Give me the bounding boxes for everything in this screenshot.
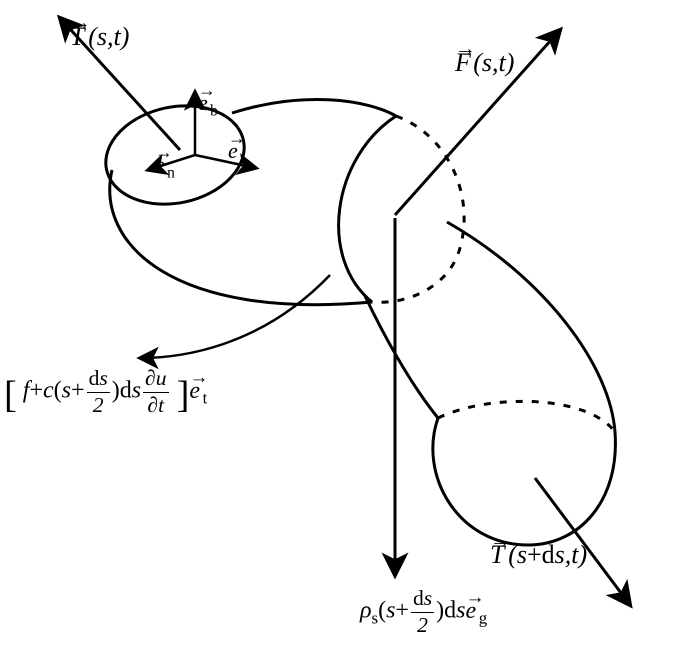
diagram-canvas: [0, 0, 700, 646]
label-et-sub: t: [240, 150, 244, 167]
mid-section-front: [339, 116, 396, 302]
label-en: en: [155, 152, 175, 182]
label-F: F(s,t): [455, 48, 514, 78]
label-eb: eb: [198, 90, 218, 120]
mid-section-back: [372, 116, 464, 302]
label-T-top: T(s,t)T(s,t): [70, 22, 129, 52]
bottom-section-back: [438, 401, 615, 432]
outline-upper-right: [232, 99, 396, 116]
vector-et: [195, 155, 256, 168]
label-eb-sub: b: [210, 102, 218, 119]
label-friction: [ f+c(s+ds2)ds∂u∂t ]et: [4, 368, 207, 417]
outline-upper-left: [110, 170, 372, 305]
outline-right: [447, 222, 615, 432]
label-gravity-vecsub: g: [479, 608, 487, 627]
bottom-section-front: [433, 418, 616, 545]
vectors-group: [60, 18, 630, 605]
label-en-sub: n: [167, 164, 175, 181]
label-friction-sub: t: [203, 388, 208, 407]
outline-lower-left: [365, 296, 438, 418]
label-T-bottom: T(s+ds,t): [490, 540, 587, 570]
label-et: et: [228, 138, 244, 168]
friction-arc: [140, 275, 330, 358]
label-gravity: ρs(s+ds2)dseg: [360, 588, 487, 636]
